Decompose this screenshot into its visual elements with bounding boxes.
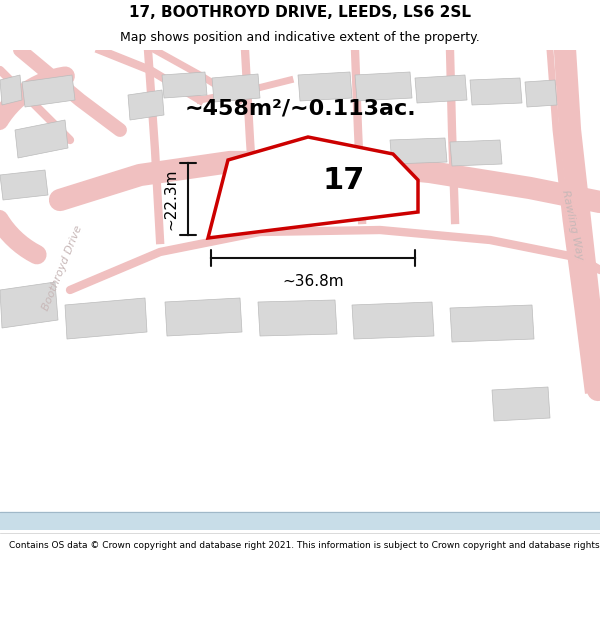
- Polygon shape: [15, 120, 68, 158]
- Polygon shape: [22, 75, 75, 107]
- Text: Contains OS data © Crown copyright and database right 2021. This information is : Contains OS data © Crown copyright and d…: [9, 541, 600, 551]
- Text: Boothroyd Drive: Boothroyd Drive: [227, 159, 329, 184]
- Text: Boothroyd Drive: Boothroyd Drive: [40, 224, 83, 312]
- Polygon shape: [208, 137, 418, 238]
- Polygon shape: [525, 80, 557, 107]
- Text: ~36.8m: ~36.8m: [282, 274, 344, 289]
- Bar: [0, 512, 600, 530]
- Polygon shape: [0, 170, 48, 200]
- Polygon shape: [212, 74, 260, 102]
- Polygon shape: [298, 72, 352, 101]
- Polygon shape: [162, 72, 207, 98]
- Polygon shape: [128, 90, 164, 120]
- Polygon shape: [0, 75, 22, 105]
- Polygon shape: [258, 300, 337, 336]
- Polygon shape: [450, 140, 502, 166]
- Polygon shape: [492, 387, 550, 421]
- Polygon shape: [415, 75, 467, 103]
- Text: Rawling Way: Rawling Way: [560, 189, 584, 261]
- Polygon shape: [65, 298, 147, 339]
- Text: 17: 17: [323, 166, 365, 194]
- Text: ~22.3m: ~22.3m: [163, 168, 178, 230]
- Polygon shape: [470, 78, 522, 105]
- Text: ~458m²/~0.113ac.: ~458m²/~0.113ac.: [184, 98, 416, 118]
- Polygon shape: [165, 298, 242, 336]
- Polygon shape: [0, 282, 58, 328]
- Text: 17, BOOTHROYD DRIVE, LEEDS, LS6 2SL: 17, BOOTHROYD DRIVE, LEEDS, LS6 2SL: [129, 5, 471, 20]
- Text: Map shows position and indicative extent of the property.: Map shows position and indicative extent…: [120, 31, 480, 44]
- Polygon shape: [450, 305, 534, 342]
- Polygon shape: [355, 72, 412, 101]
- Polygon shape: [352, 302, 434, 339]
- Polygon shape: [390, 138, 447, 164]
